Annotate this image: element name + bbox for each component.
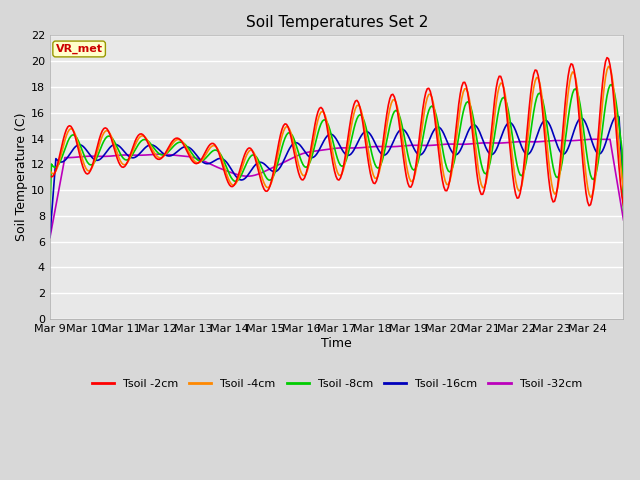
Tsoil -4cm: [46, 168, 54, 173]
Line: Tsoil -32cm: Tsoil -32cm: [50, 139, 623, 238]
Tsoil -2cm: [620, 203, 627, 208]
Tsoil -4cm: [83, 168, 91, 173]
Tsoil -16cm: [83, 148, 91, 154]
Tsoil -2cm: [618, 194, 626, 200]
Line: Tsoil -8cm: Tsoil -8cm: [50, 84, 623, 215]
Tsoil -16cm: [65, 152, 73, 158]
Tsoil -16cm: [617, 139, 625, 145]
Tsoil -2cm: [83, 171, 91, 177]
Text: VR_met: VR_met: [56, 44, 102, 54]
Tsoil -2cm: [65, 123, 73, 129]
Y-axis label: Soil Temperature (C): Soil Temperature (C): [15, 113, 28, 241]
Tsoil -32cm: [620, 217, 627, 223]
Tsoil -32cm: [46, 235, 54, 241]
Line: Tsoil -16cm: Tsoil -16cm: [50, 116, 623, 237]
Tsoil -8cm: [455, 134, 463, 140]
Tsoil -8cm: [540, 104, 548, 110]
Tsoil -16cm: [341, 151, 349, 156]
Tsoil -8cm: [620, 207, 627, 213]
X-axis label: Time: Time: [321, 336, 352, 350]
Tsoil -8cm: [83, 159, 91, 165]
Tsoil -8cm: [617, 134, 625, 140]
Tsoil -4cm: [587, 194, 595, 200]
Tsoil -32cm: [540, 138, 548, 144]
Tsoil -4cm: [620, 187, 627, 192]
Tsoil -2cm: [540, 126, 548, 132]
Line: Tsoil -4cm: Tsoil -4cm: [50, 66, 623, 197]
Line: Tsoil -2cm: Tsoil -2cm: [50, 58, 623, 206]
Title: Soil Temperatures Set 2: Soil Temperatures Set 2: [246, 15, 428, 30]
Tsoil -4cm: [341, 161, 349, 167]
Tsoil -32cm: [455, 142, 463, 147]
Tsoil -32cm: [589, 136, 597, 142]
Tsoil -2cm: [455, 101, 463, 107]
Tsoil -4cm: [618, 175, 626, 181]
Tsoil -16cm: [620, 191, 627, 197]
Tsoil -16cm: [46, 234, 54, 240]
Tsoil -8cm: [341, 160, 349, 166]
Tsoil -32cm: [341, 145, 349, 151]
Tsoil -4cm: [455, 116, 463, 121]
Tsoil -2cm: [341, 156, 349, 161]
Tsoil -32cm: [617, 199, 625, 205]
Tsoil -4cm: [540, 112, 548, 118]
Tsoil -2cm: [46, 173, 54, 179]
Tsoil -8cm: [65, 135, 73, 141]
Tsoil -8cm: [46, 212, 54, 218]
Tsoil -32cm: [65, 155, 73, 160]
Tsoil -8cm: [607, 82, 615, 87]
Tsoil -2cm: [603, 55, 611, 60]
Legend: Tsoil -2cm, Tsoil -4cm, Tsoil -8cm, Tsoil -16cm, Tsoil -32cm: Tsoil -2cm, Tsoil -4cm, Tsoil -8cm, Tsoi…: [87, 374, 586, 393]
Tsoil -32cm: [83, 154, 91, 159]
Tsoil -4cm: [65, 127, 73, 132]
Tsoil -16cm: [455, 150, 463, 156]
Tsoil -16cm: [614, 113, 621, 119]
Tsoil -2cm: [585, 203, 593, 209]
Tsoil -4cm: [605, 63, 612, 69]
Tsoil -16cm: [540, 118, 548, 124]
